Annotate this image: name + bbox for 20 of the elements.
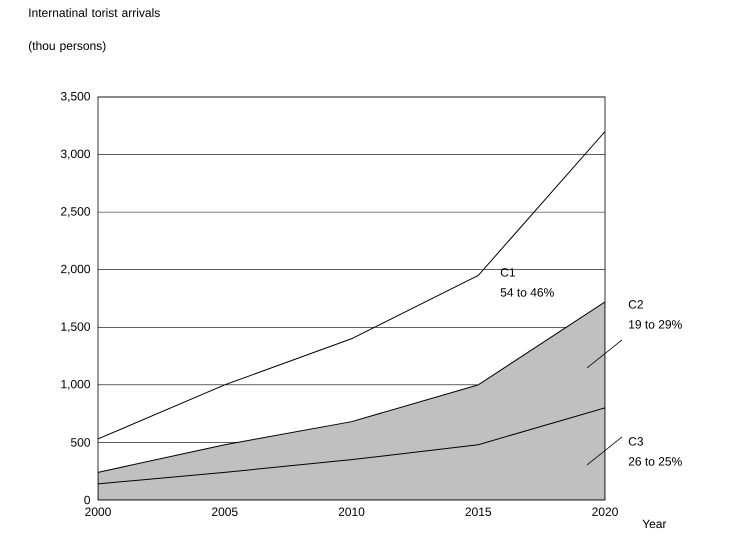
x-tick-label: 2005 (212, 508, 238, 516)
x-axis-title: Year (642, 520, 666, 528)
y-tick-label: 2,000 (61, 264, 90, 275)
y-tick-label: 3,000 (60, 150, 90, 160)
y-tick-label: 2,500 (61, 207, 90, 218)
y-tick-label: 3,500 (60, 92, 90, 102)
x-tick-label: 2000 (85, 508, 111, 516)
text: 26 to 25% (628, 457, 682, 466)
y-tick-label: 0 (84, 496, 90, 504)
text: Internatinal torist arrivals (thou persons) (28, 8, 160, 52)
x-tick-label: 2010 (338, 508, 364, 516)
annotation: 54 to 46% (500, 288, 554, 297)
y-tick-label: 500 (70, 438, 90, 447)
y-tick-label: 1,500 (61, 322, 90, 332)
y-tick-label: 1,000 (61, 380, 90, 390)
text: 19 to 29% (629, 320, 682, 329)
series-label: C2 (628, 300, 643, 309)
x-tick-label: 2020 (592, 508, 618, 516)
x-tick-label: 2015 (466, 508, 492, 516)
series-label: C3 (628, 437, 644, 446)
